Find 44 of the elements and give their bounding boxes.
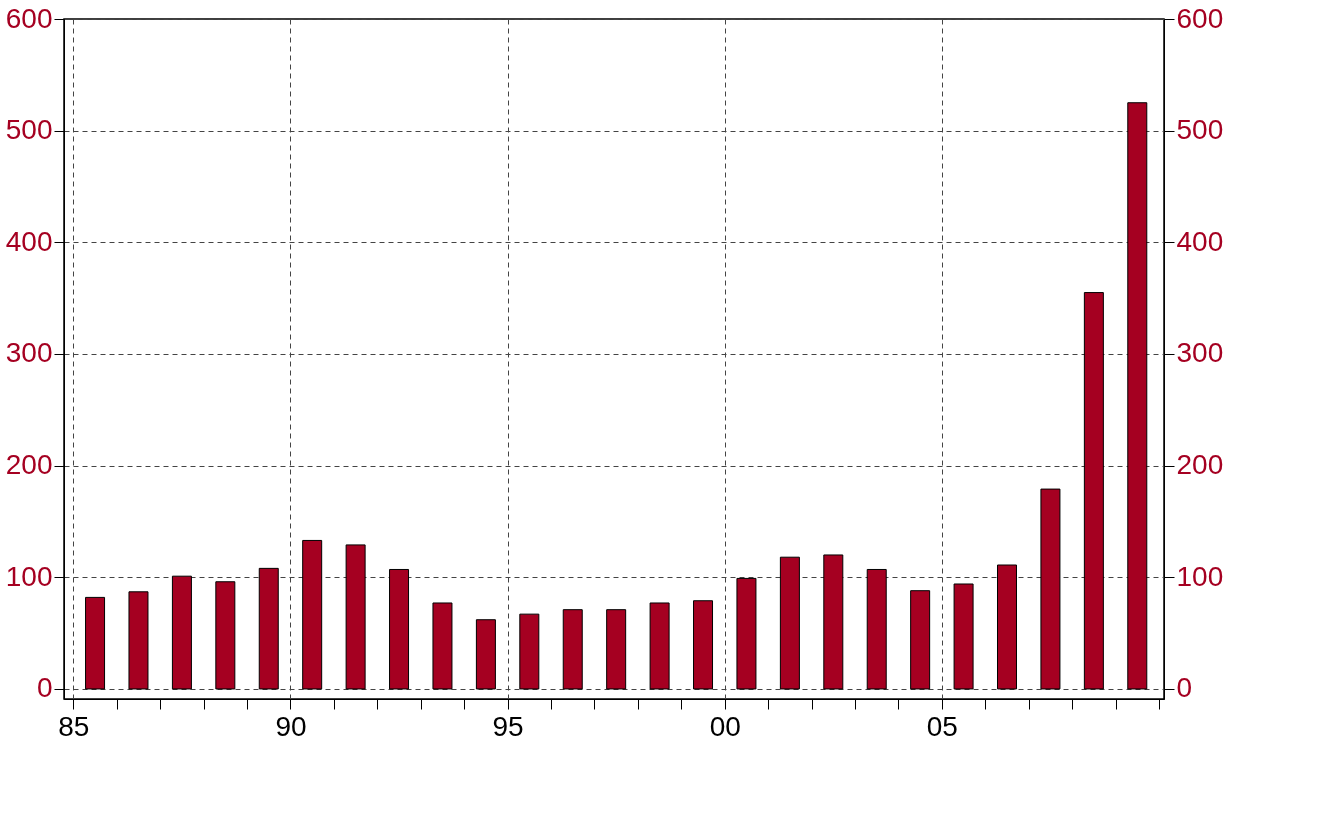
bar [693, 600, 714, 690]
bar [997, 564, 1018, 690]
bar [910, 590, 931, 690]
y-tick-label: 600 [5, 2, 53, 34]
bar [649, 602, 670, 690]
bar [519, 613, 540, 690]
bar [736, 577, 757, 690]
y2-tick-label: 100 [1176, 560, 1224, 592]
y2-tick-label: 500 [1176, 114, 1224, 146]
bar [779, 556, 800, 690]
x-tick-label: 90 [275, 710, 307, 742]
bar [1127, 102, 1148, 690]
y2-tick-label: 200 [1176, 449, 1224, 481]
bar [432, 602, 453, 690]
bar [475, 619, 496, 690]
bar [1083, 292, 1104, 690]
bar [1040, 488, 1061, 690]
y-tick-label: 400 [5, 225, 53, 257]
bar [302, 539, 323, 690]
y-tick-label: 500 [5, 114, 53, 146]
bar [258, 567, 279, 690]
bar [128, 591, 149, 690]
y2-tick-label: 0 [1176, 672, 1193, 704]
bar [606, 609, 627, 690]
bar [345, 544, 366, 690]
bar [562, 609, 583, 690]
y2-tick-label: 300 [1176, 337, 1224, 369]
y2-tick-label: 400 [1176, 225, 1224, 257]
y-tick-label: 200 [5, 449, 53, 481]
x-tick-label: 05 [926, 710, 958, 742]
y-tick-label: 300 [5, 337, 53, 369]
x-tick-label: 85 [58, 710, 90, 742]
bar [215, 581, 236, 690]
bar [85, 596, 106, 690]
y-tick-label: 100 [5, 560, 53, 592]
bar [866, 568, 887, 690]
x-tick-label: 95 [492, 710, 524, 742]
bar [823, 554, 844, 690]
x-tick-label: 00 [709, 710, 741, 742]
bar [389, 568, 410, 690]
y2-tick-label: 600 [1176, 2, 1224, 34]
bar [953, 583, 974, 690]
y-tick-label: 0 [36, 672, 53, 704]
bar [171, 575, 192, 690]
